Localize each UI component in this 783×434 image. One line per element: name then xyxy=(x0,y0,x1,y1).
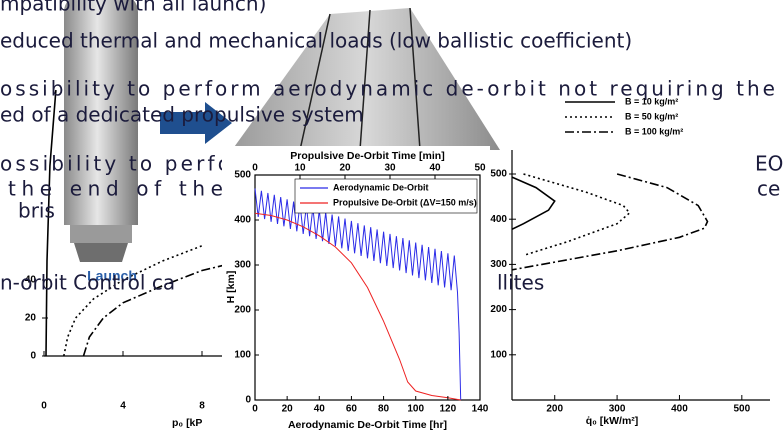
x-tick-label: 4 xyxy=(120,401,126,412)
series-line xyxy=(512,173,709,271)
bullet-text: educed thermal and mechanical loads (low… xyxy=(0,29,632,53)
x2-axis-label: Propulsive De-Orbit Time [min] xyxy=(290,150,444,162)
y-tick-label: 100 xyxy=(490,349,507,360)
cone-lines xyxy=(299,7,421,151)
bullet-text: mpatibility with all launch) xyxy=(0,0,266,16)
y-tick-label: 200 xyxy=(234,305,251,316)
series-line xyxy=(45,89,57,356)
x-tick-label: 200 xyxy=(546,404,563,415)
x-axis-label: q̇₀ [kW/m²] xyxy=(586,415,639,427)
x2-tick-label: 0 xyxy=(252,163,258,174)
bullet-text: ed of a dedicated propulsive system xyxy=(0,103,364,127)
series-line xyxy=(512,176,556,231)
bullets: mpatibility with all launch) educed ther… xyxy=(0,0,783,295)
x2-tick-label: 50 xyxy=(474,163,486,174)
x-tick-label: 0 xyxy=(252,404,258,415)
y-tick-label: 40 xyxy=(25,275,37,286)
y-tick-label: 100 xyxy=(234,350,251,361)
legend-label: B = 10 kg/m² xyxy=(625,96,678,106)
bullet-text: the end of their xyxy=(8,177,249,201)
x-tick-label: 0 xyxy=(41,401,47,412)
y-tick-label: 500 xyxy=(234,170,251,181)
x-tick-label: 8 xyxy=(199,401,205,412)
x-tick-label: 140 xyxy=(472,404,489,415)
x-tick-label: 100 xyxy=(407,404,424,415)
y-tick-label: 0 xyxy=(30,351,36,362)
bullet-text: EO xyxy=(755,152,783,176)
rocket-stage xyxy=(70,225,132,243)
x2-tick-label: 20 xyxy=(339,163,351,174)
capsule-cone xyxy=(232,8,500,150)
x2-tick-label: 30 xyxy=(384,163,396,174)
y-tick-label: 500 xyxy=(490,169,507,180)
y-axis-label: H [km] xyxy=(225,271,237,304)
series-line xyxy=(82,260,242,356)
y-tick-label: 20 xyxy=(25,313,37,324)
y-tick-label: 300 xyxy=(490,259,507,270)
x-tick-label: 120 xyxy=(440,404,457,415)
bullet-text: ossibility to perform aerodynamic de-orb… xyxy=(0,77,775,101)
bullet-text: ce xyxy=(757,177,780,201)
series-line xyxy=(254,188,462,401)
x2-tick-label: 40 xyxy=(429,163,441,174)
x-tick-label: 60 xyxy=(346,404,358,415)
x-tick-label: 80 xyxy=(378,404,390,415)
legend-label: Propulsive De-Orbit (ΔV=150 m/s) xyxy=(333,197,477,207)
legend-label: Aerodynamic De-Orbit xyxy=(333,182,429,192)
legend-label: B = 50 kg/m² xyxy=(625,111,678,121)
y-tick-label: 300 xyxy=(234,260,251,271)
x-tick-label: 20 xyxy=(282,404,294,415)
images: Launch xyxy=(64,0,500,284)
arrow xyxy=(160,102,232,144)
bullet-text: n-orbit Control ca xyxy=(0,271,175,295)
rocket-engine xyxy=(74,243,128,262)
bullet-text: ossibility to perfo xyxy=(0,152,230,176)
x-tick-label: 400 xyxy=(671,404,688,415)
series-line xyxy=(63,245,203,356)
x-tick-label: 300 xyxy=(609,404,626,415)
bullet-text: llites xyxy=(497,271,544,295)
x-tick-label: 500 xyxy=(733,404,750,415)
y-tick-label: 0 xyxy=(245,395,251,406)
y-tick-label: 400 xyxy=(234,215,251,226)
y-tick-label: 200 xyxy=(490,304,507,315)
series-line xyxy=(254,212,461,401)
launch-label: Launch xyxy=(87,268,137,284)
rocket-fairing xyxy=(64,0,138,225)
bullet-text: bris xyxy=(18,199,55,223)
legend-label: B = 100 kg/m² xyxy=(625,126,683,136)
legend-box xyxy=(294,178,478,214)
x-tick-label: 40 xyxy=(314,404,326,415)
y-tick-label: 400 xyxy=(490,214,507,225)
x-axis-label: p₀ [kP xyxy=(172,417,202,429)
x2-tick-label: 10 xyxy=(294,163,306,174)
x-axis-label: Aerodynamic De-Orbit Time [hr] xyxy=(288,419,447,431)
